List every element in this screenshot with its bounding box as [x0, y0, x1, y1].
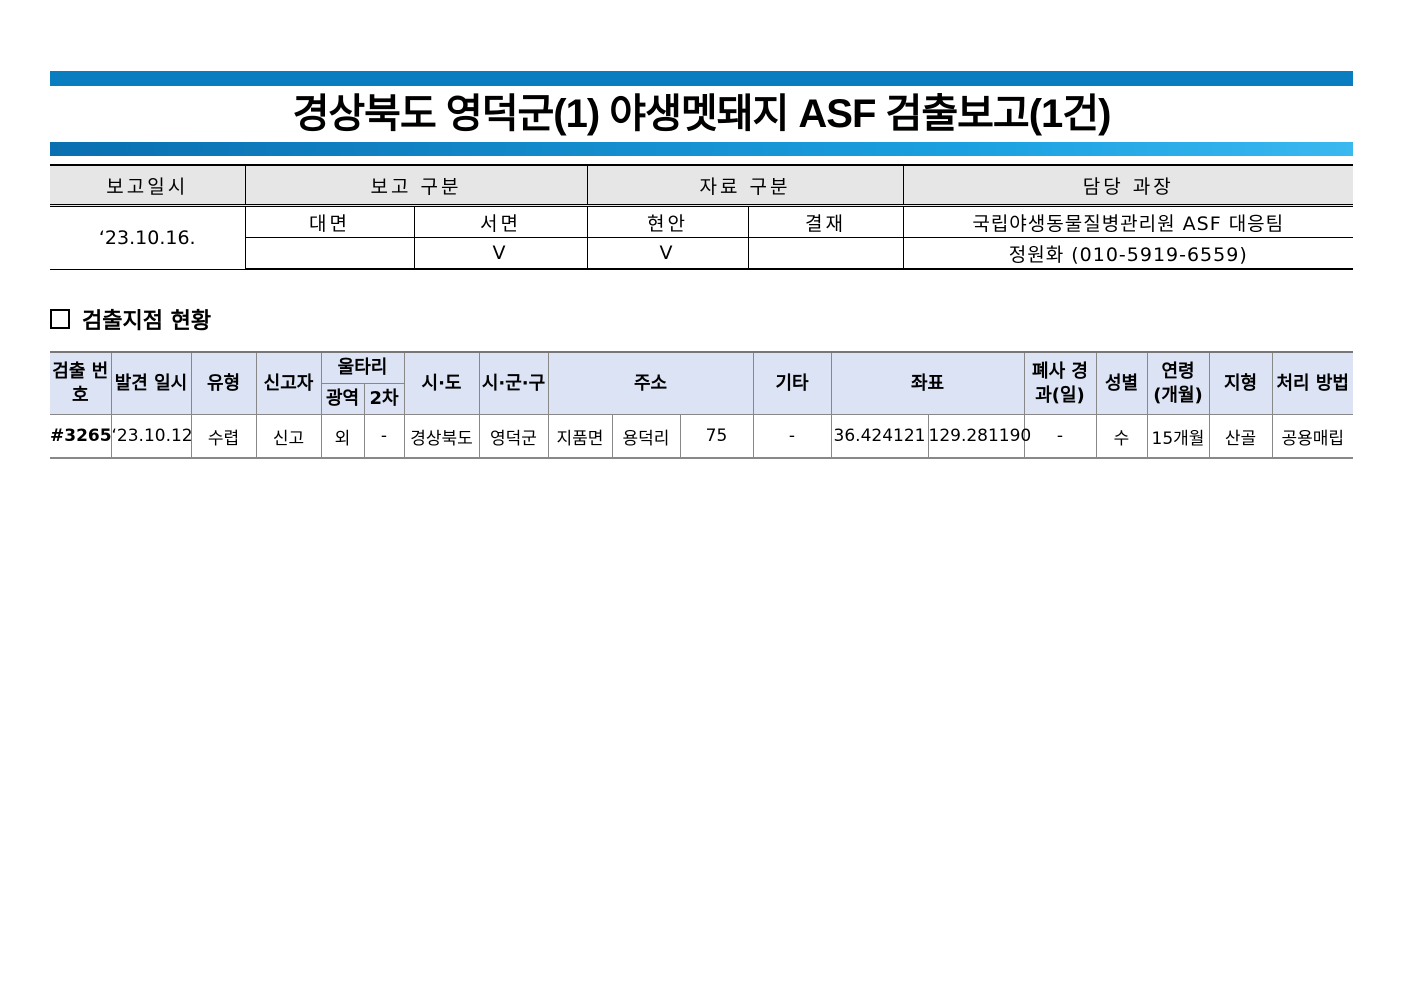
- th-disposal: 처리 방법: [1271, 351, 1353, 415]
- th-fence-2nd: 2차: [363, 383, 404, 415]
- cell-disposal: 공용매립: [1271, 414, 1353, 459]
- cell-lat: 36.424121: [830, 414, 929, 459]
- cell-sex: 수: [1095, 414, 1148, 459]
- th-date: 발견 일시: [110, 351, 192, 415]
- header-report-type: 보고 구분: [244, 164, 588, 207]
- th-fence: 울타리: [320, 351, 405, 384]
- th-sigungu: 시·군·구: [478, 351, 549, 415]
- th-etc: 기타: [752, 351, 832, 415]
- cell-date: ‘23.10.12: [110, 414, 193, 459]
- checkbox-square-icon: [50, 309, 70, 329]
- cell-eup: 지품면: [547, 414, 613, 459]
- cell-bunji: 75: [679, 414, 754, 459]
- detection-table: 검출 번호 발견 일시 유형 신고자 울타리 시·도 시·군·구 주소 기타 좌…: [50, 351, 1353, 459]
- th-sido: 시·도: [403, 351, 480, 415]
- contact: 정원화 (010-5919-6559): [902, 237, 1353, 270]
- title-top-bar: [50, 71, 1353, 86]
- cell-etc: -: [752, 414, 832, 459]
- page-title: 경상북도 영덕군(1) 야생멧돼지 ASF 검출보고(1건): [292, 92, 1112, 136]
- cell-reporter: 신고: [255, 414, 322, 459]
- data-type-approval: 결재: [747, 205, 904, 238]
- th-terrain: 지형: [1208, 351, 1273, 415]
- th-coords: 좌표: [830, 351, 1025, 415]
- th-type: 유형: [190, 351, 257, 415]
- cell-no: #3265: [50, 414, 112, 459]
- th-address: 주소: [547, 351, 754, 415]
- section-heading: 검출지점 현황: [50, 303, 211, 335]
- th-days: 폐사 경과(일): [1023, 351, 1097, 415]
- mark-face: [245, 237, 415, 270]
- cell-terrain: 산골: [1208, 414, 1273, 459]
- report-date: ‘23.10.16.: [50, 205, 246, 270]
- cell-age: 15개월: [1146, 414, 1210, 459]
- cell-sido: 경상북도: [403, 414, 480, 459]
- th-reporter: 신고자: [255, 351, 322, 415]
- cell-sigungu: 영덕군: [478, 414, 549, 459]
- cell-fence-wide: 외: [320, 414, 365, 459]
- header-report-date: 보고일시: [50, 164, 246, 207]
- th-sex: 성별: [1095, 351, 1148, 415]
- report-type-face: 대면: [244, 205, 415, 238]
- table-row: #3265 ‘23.10.12 수렵 신고 외 - 경상북도 영덕군 지품면 용…: [50, 414, 1353, 459]
- cell-type: 수렵: [190, 414, 257, 459]
- report-info-table: 보고일시 보고 구분 자료 구분 담당 과장 ‘23.10.16. 대면 서면 …: [50, 164, 1353, 270]
- mark-issue: V: [586, 237, 749, 270]
- header-data-type: 자료 구분: [586, 164, 904, 207]
- department: 국립야생동물질병관리원 ASF 대응팀: [902, 205, 1353, 238]
- cell-ri: 용덕리: [611, 414, 681, 459]
- data-type-issue: 현안: [586, 205, 749, 238]
- th-age: 연령 (개월): [1146, 351, 1210, 415]
- section-title: 검출지점 현황: [82, 309, 212, 334]
- cell-lon: 129.281190: [927, 414, 1031, 459]
- mark-written: V: [413, 237, 588, 270]
- header-manager: 담당 과장: [902, 164, 1353, 207]
- cell-fence-2nd: -: [363, 414, 405, 459]
- cell-days: -: [1023, 414, 1097, 459]
- title-bottom-bar: [50, 142, 1353, 156]
- report-type-written: 서면: [413, 205, 588, 238]
- th-no: 검출 번호: [50, 351, 112, 415]
- th-fence-wide: 광역: [321, 383, 365, 415]
- mark-approval: [747, 237, 904, 270]
